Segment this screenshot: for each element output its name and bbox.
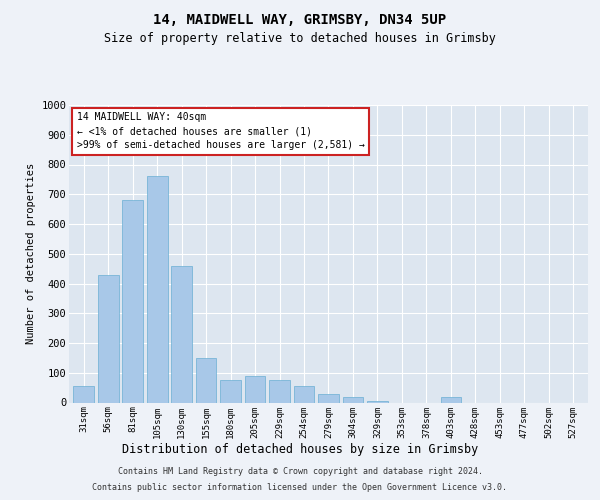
Bar	[73, 386, 94, 402]
Text: Size of property relative to detached houses in Grimsby: Size of property relative to detached ho…	[104, 32, 496, 45]
Bar	[269, 380, 290, 402]
Bar	[171, 266, 192, 402]
Text: 14 MAIDWELL WAY: 40sqm
← <1% of detached houses are smaller (1)
>99% of semi-det: 14 MAIDWELL WAY: 40sqm ← <1% of detached…	[77, 112, 365, 150]
Bar	[122, 200, 143, 402]
Bar	[245, 376, 265, 402]
Y-axis label: Number of detached properties: Number of detached properties	[26, 163, 35, 344]
Bar	[343, 396, 364, 402]
Text: Distribution of detached houses by size in Grimsby: Distribution of detached houses by size …	[122, 442, 478, 456]
Text: Contains public sector information licensed under the Open Government Licence v3: Contains public sector information licen…	[92, 484, 508, 492]
Bar	[196, 358, 217, 403]
Bar	[98, 274, 119, 402]
Bar	[367, 401, 388, 402]
Bar	[293, 386, 314, 402]
Text: Contains HM Land Registry data © Crown copyright and database right 2024.: Contains HM Land Registry data © Crown c…	[118, 467, 482, 476]
Bar	[440, 396, 461, 402]
Text: 14, MAIDWELL WAY, GRIMSBY, DN34 5UP: 14, MAIDWELL WAY, GRIMSBY, DN34 5UP	[154, 12, 446, 26]
Bar	[147, 176, 167, 402]
Bar	[318, 394, 339, 402]
Bar	[220, 380, 241, 402]
